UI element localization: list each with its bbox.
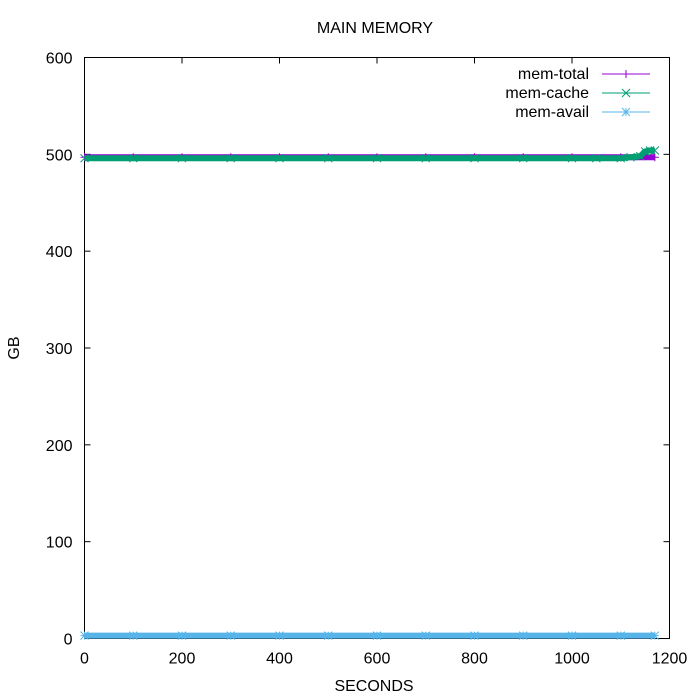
chart-title: MAIN MEMORY (317, 20, 433, 37)
data-point-mem-cache (128, 153, 138, 163)
data-point-mem-avail (323, 631, 333, 640)
data-point-mem-avail (616, 631, 626, 640)
legend-marker-mem-avail (621, 107, 631, 117)
y-tick-label: 400 (46, 244, 73, 261)
data-point-mem-cache (626, 152, 635, 162)
data-point-mem-cache (275, 153, 284, 163)
x-tick-label: 600 (364, 651, 391, 668)
data-point-mem-avail (421, 631, 431, 640)
data-point-mem-cache (372, 153, 382, 163)
data-point-mem-avail (518, 631, 528, 640)
data-point-mem-avail (470, 631, 479, 640)
y-tick-label: 200 (46, 438, 73, 455)
y-tick-label: 100 (46, 535, 73, 552)
data-point-mem-cache (567, 153, 577, 163)
series-mem-cache (80, 146, 660, 163)
data-point-mem-cache (518, 153, 528, 163)
data-point-mem-cache (226, 153, 236, 163)
data-point-mem-cache (470, 153, 479, 163)
series-layer (80, 146, 660, 640)
legend-label-mem-total: mem-total (518, 66, 589, 83)
y-axis-label: GB (6, 336, 23, 359)
legend-label-mem-avail: mem-avail (515, 104, 589, 121)
data-point-mem-avail (372, 631, 382, 640)
data-point-mem-avail (226, 631, 236, 640)
data-point-mem-avail (128, 631, 138, 640)
data-point-mem-avail (567, 631, 577, 640)
y-tick-label: 500 (46, 147, 73, 164)
data-point-mem-avail (650, 631, 660, 640)
y-tick-label: 300 (46, 341, 73, 358)
legend-label-mem-cache: mem-cache (505, 85, 589, 102)
data-point-mem-total (650, 153, 659, 162)
data-point-mem-cache (650, 146, 660, 155)
data-point-mem-cache (616, 153, 626, 163)
x-tick-label: 400 (266, 651, 293, 668)
data-point-mem-avail (275, 631, 284, 640)
x-tick-label: 200 (169, 651, 196, 668)
axis-ticks: 0 200 400 600 800 1000 1200 0 100 200 300 400 500 600 (46, 51, 688, 668)
data-point-mem-cache (323, 153, 333, 163)
legend-marker-mem-total (622, 70, 630, 78)
x-tick-label: 1000 (554, 651, 590, 668)
legend-marker-mem-cache (621, 88, 631, 98)
data-point-mem-avail (177, 631, 187, 640)
y-tick-label: 600 (46, 51, 73, 68)
legend: mem-total mem-cache mem-avail (505, 66, 650, 121)
x-axis-label: SECONDS (334, 678, 413, 695)
x-tick-label: 800 (461, 651, 488, 668)
data-point-mem-cache (421, 153, 431, 163)
x-tick-label: 1200 (652, 651, 688, 668)
y-tick-label: 0 (64, 632, 73, 649)
x-tick-label: 0 (80, 651, 89, 668)
data-point-mem-cache (80, 153, 89, 163)
data-point-mem-cache (592, 153, 601, 163)
data-point-mem-avail (80, 631, 89, 640)
data-point-mem-cache (177, 153, 187, 163)
plot-frame (84, 57, 670, 639)
series-mem-avail (80, 631, 660, 640)
